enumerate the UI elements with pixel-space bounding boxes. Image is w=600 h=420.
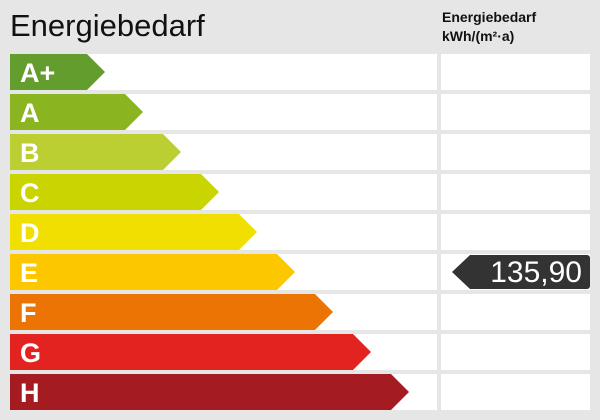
value-marker: 135,90 <box>452 255 590 289</box>
value-cell <box>441 94 590 130</box>
value-cell <box>441 174 590 210</box>
class-bar: H <box>10 374 409 410</box>
class-bar: C <box>10 174 219 210</box>
class-bar: A <box>10 94 143 130</box>
value-cell <box>441 134 590 170</box>
class-bar: F <box>10 294 333 330</box>
class-bar: E <box>10 254 295 290</box>
class-row-f: F <box>10 294 437 330</box>
column-header: Energiebedarf kWh/(m²·a) <box>442 8 536 46</box>
class-row-h: H <box>10 374 437 410</box>
column-header-title: Energiebedarf <box>442 9 537 25</box>
value-cell <box>441 374 590 410</box>
value-cell <box>441 334 590 370</box>
class-row-g: G <box>10 334 437 370</box>
value-cell <box>441 294 590 330</box>
class-bar: A+ <box>10 54 105 90</box>
column-header-unit: kWh/(m²·a) <box>442 28 515 44</box>
value-cell: 135,90 <box>441 254 590 290</box>
class-bar: D <box>10 214 257 250</box>
class-bar: G <box>10 334 371 370</box>
class-row-a: A <box>10 94 437 130</box>
class-row-b: B <box>10 134 437 170</box>
value-cell <box>441 54 590 90</box>
class-bar: B <box>10 134 181 170</box>
page-title: Energiebedarf <box>10 8 205 43</box>
value-cell <box>441 214 590 250</box>
class-row-e: E <box>10 254 437 290</box>
class-row-d: D <box>10 214 437 250</box>
class-row-aplus: A+ <box>10 54 437 90</box>
class-row-c: C <box>10 174 437 210</box>
